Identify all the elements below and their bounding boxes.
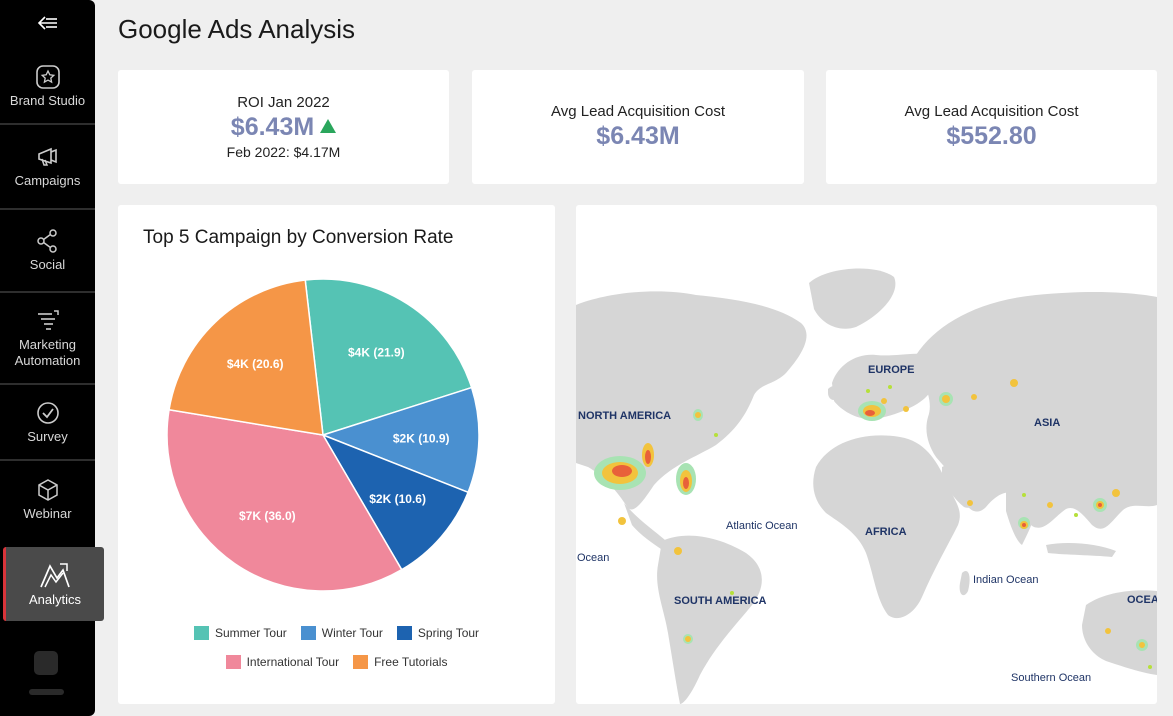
share-icon <box>35 228 61 254</box>
ocean-label: Atlantic Ocean <box>726 520 798 532</box>
menu-collapse-button[interactable] <box>0 0 95 46</box>
legend-swatch <box>353 655 369 669</box>
cube-icon <box>35 477 61 503</box>
sidebar-item-social[interactable]: Social <box>0 210 95 293</box>
sidebar-item-label: Survey <box>27 428 68 444</box>
world-map <box>576 268 1157 704</box>
legend-swatch <box>396 626 412 640</box>
trend-up-icon <box>320 119 337 133</box>
arrow-left-icon <box>37 16 57 30</box>
brand-studio-icon <box>35 64 61 90</box>
sidebar-item-label: Marketing Automation <box>14 336 81 368</box>
legend-item[interactable]: Spring Tour <box>396 626 480 640</box>
kpi-label: Avg Lead Acquisition Cost <box>904 103 1079 120</box>
legend-label: Free Tutorials <box>374 655 448 669</box>
slice-data-label: $4K (20.6) <box>227 357 284 371</box>
region-label: EUROPE <box>868 364 915 376</box>
landmasses <box>576 268 1157 704</box>
page-title: Google Ads Analysis <box>118 14 356 44</box>
legend-label: Spring Tour <box>417 626 480 640</box>
pie-slice[interactable] <box>320 386 480 494</box>
kpi-card-lead-cost: Avg Lead Acquisition Cost $6.43M <box>472 70 804 184</box>
kpi-value-text: $6.43M <box>230 113 315 141</box>
pie-slice[interactable] <box>321 433 470 571</box>
analytics-icon <box>39 561 71 589</box>
legend-item[interactable]: Winter Tour <box>300 626 383 640</box>
user-avatar[interactable] <box>34 651 58 675</box>
region-label: AFRICA <box>865 526 907 538</box>
kpi-label: Avg Lead Acquisition Cost <box>550 103 725 120</box>
kpi-value: $552.80 <box>946 122 1037 150</box>
legend-label: Winter Tour <box>321 626 383 640</box>
legend-swatch <box>300 626 316 640</box>
sidebar-item-analytics[interactable]: Analytics <box>3 547 104 621</box>
legend-item[interactable]: International Tour <box>225 655 340 669</box>
kpi-value: $6.43M <box>596 122 680 150</box>
pie-chart-card: Top 5 Campaign by Conversion Rate $4K (2… <box>118 205 555 704</box>
pie-slice[interactable] <box>168 279 324 436</box>
legend-row: Summer Tour Winter Tour Spring Tour <box>118 626 555 640</box>
sidebar-item-label: Analytics <box>28 591 82 607</box>
region-label: SOUTH AMERICA <box>674 595 767 607</box>
legend-item[interactable]: Summer Tour <box>193 626 287 640</box>
check-circle-icon <box>35 400 61 426</box>
pie-chart: $4K (21.9) $2K (10.9) $2K (10.6) $7K (36.0)… <box>166 278 480 592</box>
legend-item[interactable]: Free Tutorials <box>353 655 447 669</box>
slice-data-label: $4K (21.9) <box>348 345 405 359</box>
pie-slice[interactable] <box>166 408 403 592</box>
chart-title: Top 5 Campaign by Conversion Rate <box>143 227 454 248</box>
sidebar-item-campaigns[interactable]: Campaigns <box>0 125 95 210</box>
legend-label: Summer Tour <box>214 626 287 640</box>
slice-data-label: $2K (10.9) <box>393 431 450 445</box>
ocean-label: Indian Ocean <box>973 574 1039 586</box>
ocean-label: Southern Ocean <box>1011 672 1092 684</box>
sidebar: Brand Studio Campaigns Social Marketing … <box>0 0 104 716</box>
legend-row: International Tour Free Tutorials <box>118 655 555 669</box>
sidebar-item-webinar[interactable]: Webinar <box>0 461 95 537</box>
sidebar-item-label: Brand Studio <box>9 93 86 108</box>
sidebar-item-brand-studio[interactable]: Brand Studio <box>0 50 95 125</box>
automation-icon <box>35 308 61 334</box>
sidebar-item-label: Campaigns <box>14 173 81 188</box>
kpi-value: $6.43M <box>230 113 337 142</box>
kpi-card-lead-cost-2: Avg Lead Acquisition Cost $552.80 <box>826 70 1157 184</box>
ocean-label: Ocean <box>577 552 610 564</box>
settings-handle[interactable] <box>29 689 64 695</box>
megaphone-icon <box>35 144 61 170</box>
kpi-label: ROI Jan 2022 <box>237 94 330 111</box>
kpi-comparison: Feb 2022: $4.17M <box>226 144 341 160</box>
legend-label: International Tour <box>246 655 340 669</box>
pie-slice[interactable] <box>304 278 473 436</box>
world-heatmap-card: NORTH AMERICA SOUTH AMERICA EUROPE AFRIC… <box>576 205 1157 704</box>
sidebar-item-label: Webinar <box>23 505 72 521</box>
legend-swatch <box>193 626 209 640</box>
slice-data-label: $2K (10.6) <box>369 492 426 506</box>
region-label: OCEA <box>1127 594 1157 606</box>
sidebar-item-survey[interactable]: Survey <box>0 385 95 461</box>
region-label: NORTH AMERICA <box>578 410 672 422</box>
kpi-card-roi: ROI Jan 2022 $6.43M Feb 2022: $4.17M <box>118 70 449 184</box>
sidebar-item-marketing-automation[interactable]: Marketing Automation <box>0 293 95 385</box>
region-label: ASIA <box>1034 417 1061 429</box>
heatmap-spots <box>594 379 1152 669</box>
sidebar-item-label: Social <box>29 257 66 272</box>
slice-data-label: $7K (36.0) <box>239 509 296 523</box>
legend-swatch <box>225 655 241 669</box>
